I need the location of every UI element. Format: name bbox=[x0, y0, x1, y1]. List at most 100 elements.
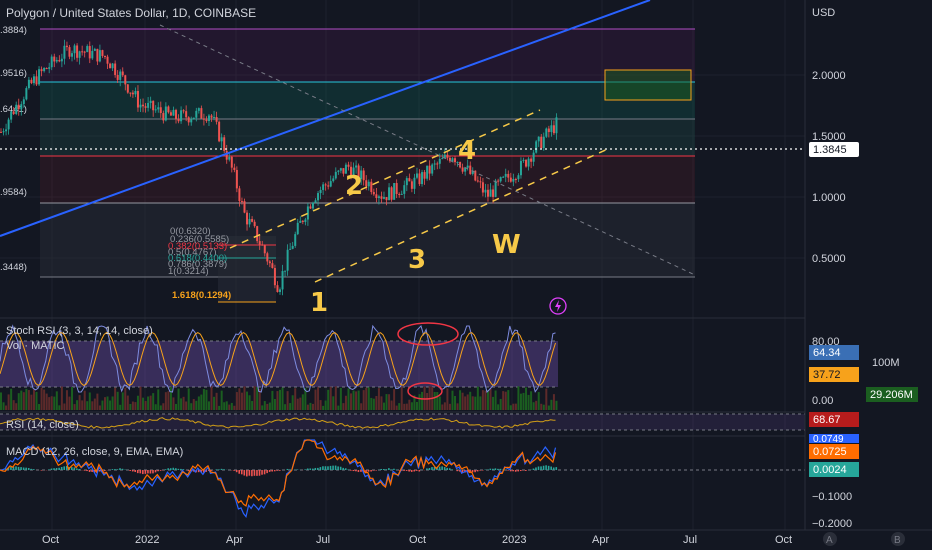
macd-hist-bar bbox=[192, 470, 195, 472]
candle-body bbox=[220, 137, 223, 142]
svg-text:37.72: 37.72 bbox=[813, 369, 841, 381]
volume-bar bbox=[484, 390, 487, 410]
volume-bar bbox=[149, 395, 152, 410]
macd-hist-bar bbox=[514, 470, 517, 472]
lightning-icon[interactable] bbox=[549, 297, 567, 315]
candle-body bbox=[65, 45, 68, 48]
volume-bar bbox=[154, 404, 157, 410]
macd-hist-bar bbox=[489, 468, 492, 470]
candle-body bbox=[540, 136, 543, 148]
volume-bar bbox=[415, 401, 418, 410]
macd-hist-bar bbox=[547, 465, 550, 470]
volume-bar bbox=[263, 401, 266, 410]
macd-hist-bar bbox=[215, 469, 218, 470]
auto-scale-button[interactable]: A bbox=[823, 532, 837, 546]
candle-body bbox=[202, 118, 205, 120]
signal-tag: 0.0725 bbox=[809, 444, 859, 459]
candle-body bbox=[405, 178, 408, 186]
volume-bar bbox=[271, 390, 274, 410]
candle-body bbox=[126, 84, 129, 93]
candle-body bbox=[360, 170, 363, 180]
macd-hist-bar bbox=[410, 470, 413, 472]
candle-body bbox=[15, 104, 18, 114]
target-box bbox=[604, 69, 692, 101]
macd-hist-bar bbox=[238, 470, 241, 474]
macd-hist-bar bbox=[405, 470, 408, 471]
macd-hist-bar bbox=[177, 468, 180, 470]
stoch-k-tag: 64.34 bbox=[809, 345, 859, 360]
volume-bar bbox=[502, 391, 505, 410]
macd-hist-bar bbox=[550, 466, 552, 470]
volume-bar bbox=[507, 390, 510, 410]
log-scale-button[interactable]: B bbox=[891, 532, 905, 546]
macd-hist-bar bbox=[53, 468, 55, 470]
macd-hist-bar bbox=[246, 470, 248, 477]
macd-hist-bar bbox=[240, 470, 243, 475]
macd-hist-bar bbox=[403, 470, 405, 471]
volume-bar bbox=[233, 405, 236, 410]
volume-bar bbox=[73, 404, 76, 410]
volume-bar bbox=[147, 396, 150, 410]
macd-hist-bar bbox=[388, 468, 390, 470]
candle-body bbox=[527, 158, 530, 167]
volume-bar bbox=[139, 386, 142, 410]
volume-bar bbox=[446, 388, 449, 410]
candle-body bbox=[324, 184, 327, 186]
volume-bar bbox=[169, 386, 172, 410]
macd-hist-bar bbox=[393, 468, 395, 470]
macd-hist-bar bbox=[40, 470, 43, 471]
macd-hist-bar bbox=[271, 470, 273, 472]
candle-body bbox=[233, 167, 236, 170]
macd-hist-bar bbox=[10, 466, 12, 470]
left-fib-label: .3884) bbox=[0, 25, 27, 36]
volume-bar bbox=[469, 391, 472, 410]
svg-text:0.0725: 0.0725 bbox=[813, 446, 847, 458]
volume-bar bbox=[200, 394, 203, 410]
macd-hist-bar bbox=[532, 468, 535, 470]
volume-bar bbox=[81, 400, 84, 410]
candle-body bbox=[200, 108, 203, 119]
macd-hist-bar bbox=[251, 470, 253, 477]
candle-body bbox=[197, 108, 200, 111]
volume-bar bbox=[519, 393, 522, 410]
candle-body bbox=[27, 79, 30, 89]
candle-body bbox=[45, 67, 48, 69]
candle-body bbox=[514, 178, 517, 180]
macd-hist-bar bbox=[220, 468, 223, 470]
macd-hist-bar bbox=[164, 469, 167, 470]
volume-bar bbox=[464, 396, 467, 410]
fib-level-label: 0.786(0.3879) bbox=[168, 259, 227, 270]
macd-hist-bar bbox=[448, 468, 451, 470]
volume-bar bbox=[210, 386, 213, 410]
candle-body bbox=[86, 46, 89, 53]
stoch-d-tag: 37.72 bbox=[809, 367, 859, 382]
macd-hist-bar bbox=[50, 468, 53, 470]
volume-bar bbox=[441, 404, 444, 410]
macd-hist-bar bbox=[157, 470, 159, 472]
macd-hist-bar bbox=[55, 467, 58, 470]
macd-hist-bar bbox=[218, 469, 220, 470]
volume-bar bbox=[76, 400, 79, 410]
volume-bar bbox=[426, 393, 429, 410]
macd-hist-bar bbox=[289, 469, 291, 470]
macd-hist-bar bbox=[438, 466, 441, 470]
volume-bar bbox=[182, 396, 185, 410]
candle-body bbox=[311, 202, 314, 209]
macd-hist-bar bbox=[375, 470, 377, 471]
candle-body bbox=[552, 125, 555, 134]
volume-bar bbox=[58, 405, 61, 410]
macd-hist-bar bbox=[144, 470, 147, 474]
candle-body bbox=[284, 270, 287, 272]
candle-body bbox=[78, 51, 81, 58]
volume-bar bbox=[390, 400, 393, 410]
candle-body bbox=[319, 189, 322, 194]
macd-hist-bar bbox=[25, 467, 27, 470]
candle-body bbox=[481, 182, 484, 193]
price-tick: 0.5000 bbox=[812, 253, 846, 265]
candle-body bbox=[390, 187, 393, 200]
macd-hist-bar bbox=[415, 470, 418, 471]
volume-bar bbox=[466, 394, 469, 410]
macd-hist-bar bbox=[352, 470, 355, 472]
volume-bar bbox=[121, 392, 124, 410]
